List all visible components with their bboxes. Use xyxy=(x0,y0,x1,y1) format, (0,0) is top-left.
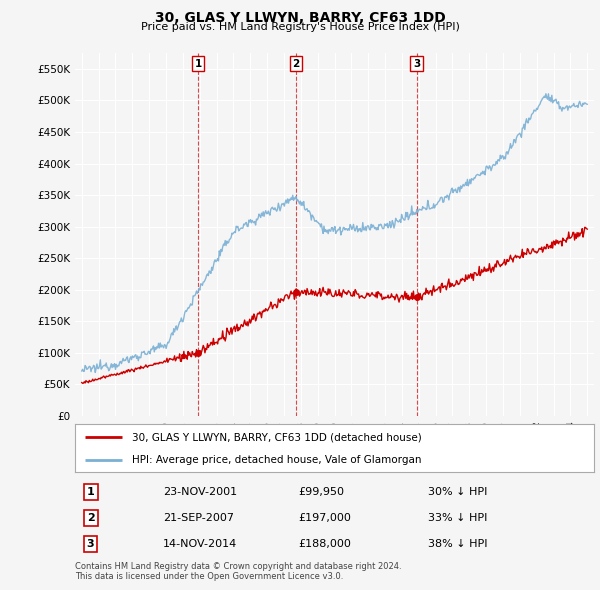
Text: 21-SEP-2007: 21-SEP-2007 xyxy=(163,513,234,523)
Text: 14-NOV-2014: 14-NOV-2014 xyxy=(163,539,238,549)
Text: £99,950: £99,950 xyxy=(298,487,344,497)
Text: 23-NOV-2001: 23-NOV-2001 xyxy=(163,487,238,497)
Text: £197,000: £197,000 xyxy=(298,513,351,523)
Text: 1: 1 xyxy=(86,487,94,497)
Text: HPI: Average price, detached house, Vale of Glamorgan: HPI: Average price, detached house, Vale… xyxy=(132,455,422,465)
Text: 3: 3 xyxy=(87,539,94,549)
Text: 2: 2 xyxy=(86,513,94,523)
Text: 2: 2 xyxy=(292,59,300,69)
Text: Price paid vs. HM Land Registry's House Price Index (HPI): Price paid vs. HM Land Registry's House … xyxy=(140,22,460,32)
Text: 3: 3 xyxy=(413,59,420,69)
Text: 38% ↓ HPI: 38% ↓ HPI xyxy=(428,539,487,549)
Text: 30, GLAS Y LLWYN, BARRY, CF63 1DD (detached house): 30, GLAS Y LLWYN, BARRY, CF63 1DD (detac… xyxy=(132,432,422,442)
Text: £188,000: £188,000 xyxy=(298,539,351,549)
Text: 30% ↓ HPI: 30% ↓ HPI xyxy=(428,487,487,497)
Text: 33% ↓ HPI: 33% ↓ HPI xyxy=(428,513,487,523)
Text: Contains HM Land Registry data © Crown copyright and database right 2024.
This d: Contains HM Land Registry data © Crown c… xyxy=(75,562,401,581)
Text: 1: 1 xyxy=(194,59,202,69)
Text: 30, GLAS Y LLWYN, BARRY, CF63 1DD: 30, GLAS Y LLWYN, BARRY, CF63 1DD xyxy=(155,11,445,25)
